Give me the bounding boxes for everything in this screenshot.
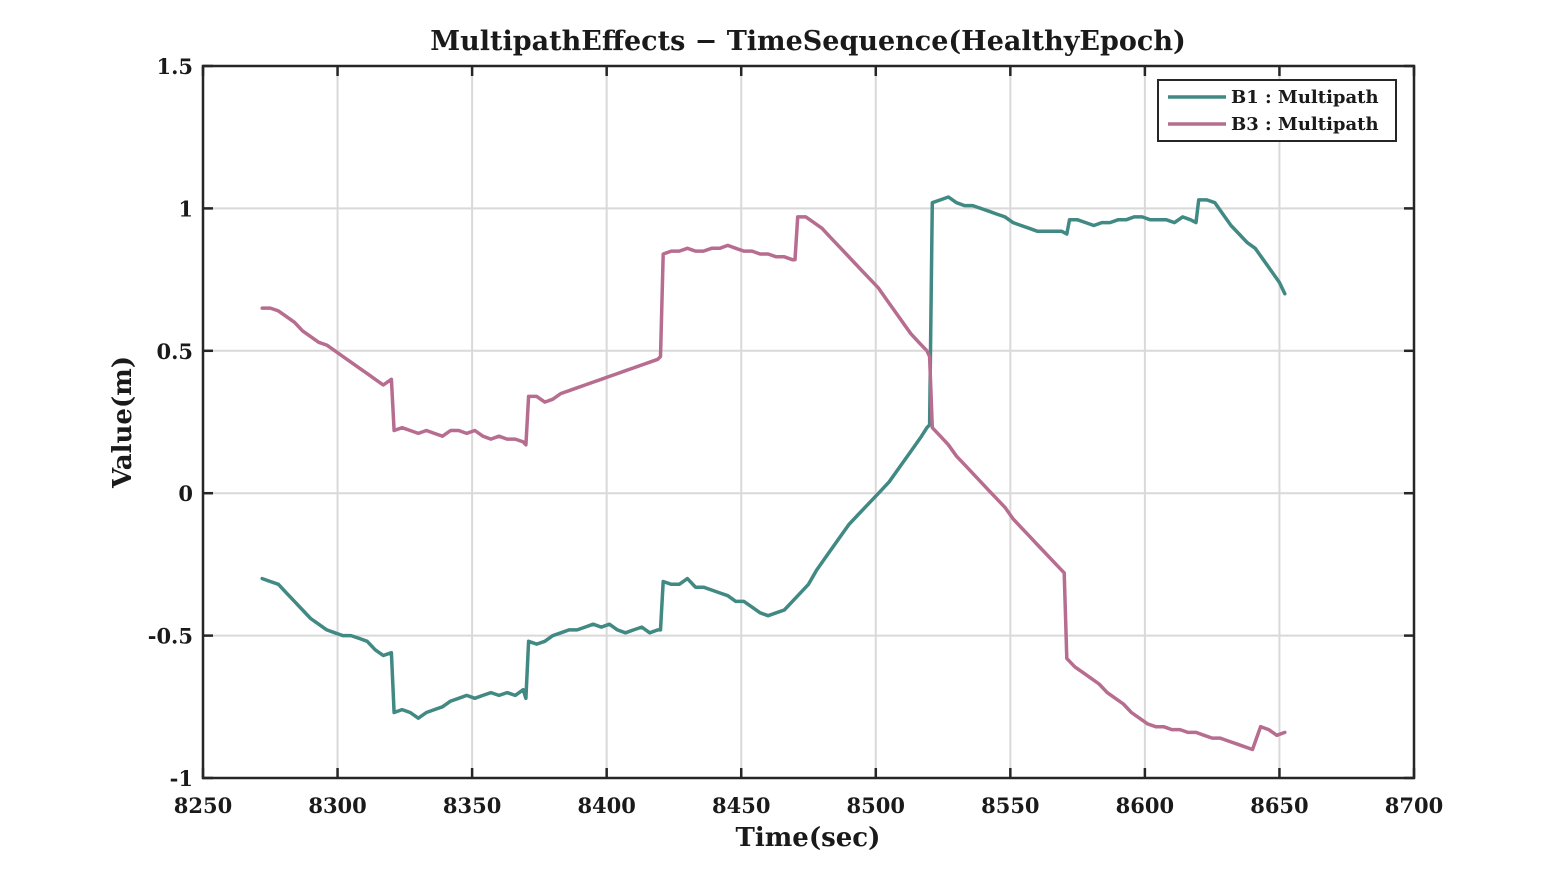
x-tick-label: 8450 <box>712 793 770 818</box>
x-tick-label: 8700 <box>1385 793 1443 818</box>
legend-box <box>1157 79 1397 142</box>
series-line-b1 <box>260 195 1287 720</box>
grid-lines <box>203 66 1414 778</box>
legend: B1 : Multipath B3 : Multipath <box>1157 79 1397 142</box>
series-line-b3 <box>260 215 1287 752</box>
x-tick-label: 8500 <box>847 793 905 818</box>
y-tick-label: 0 <box>178 481 193 506</box>
legend-label-b3: B3 : Multipath <box>1231 114 1379 135</box>
x-tick-label: 8400 <box>577 793 635 818</box>
x-axis-label: Time(sec) <box>736 823 881 853</box>
chart-title: MultipathEffects − TimeSequence(HealthyE… <box>430 26 1185 57</box>
x-tick-label: 8300 <box>308 793 366 818</box>
y-tick-label: 1.5 <box>156 54 193 79</box>
legend-label-b1: B1 : Multipath <box>1231 87 1379 108</box>
tick-marks <box>201 64 1416 780</box>
plot-area <box>203 66 1414 778</box>
x-tick-label: 8250 <box>174 793 232 818</box>
y-tick-label: -1 <box>170 766 193 791</box>
y-axis-label: Value(m) <box>108 356 138 489</box>
y-tick-labels: -1 -0.5 0 0.5 1 1.5 <box>148 54 193 791</box>
x-tick-label: 8650 <box>1250 793 1308 818</box>
y-tick-label: 0.5 <box>156 339 193 364</box>
y-tick-label: -0.5 <box>148 624 193 649</box>
series-layer <box>260 195 1287 752</box>
plot-frame <box>201 64 1416 780</box>
y-tick-label: 1 <box>178 196 193 221</box>
x-tick-label: 8350 <box>443 793 501 818</box>
x-tick-label: 8600 <box>1116 793 1174 818</box>
x-tick-label: 8550 <box>981 793 1039 818</box>
x-tick-labels: 8250 8300 8350 8400 8450 8500 8550 8600 8650 8700 <box>174 793 1443 818</box>
